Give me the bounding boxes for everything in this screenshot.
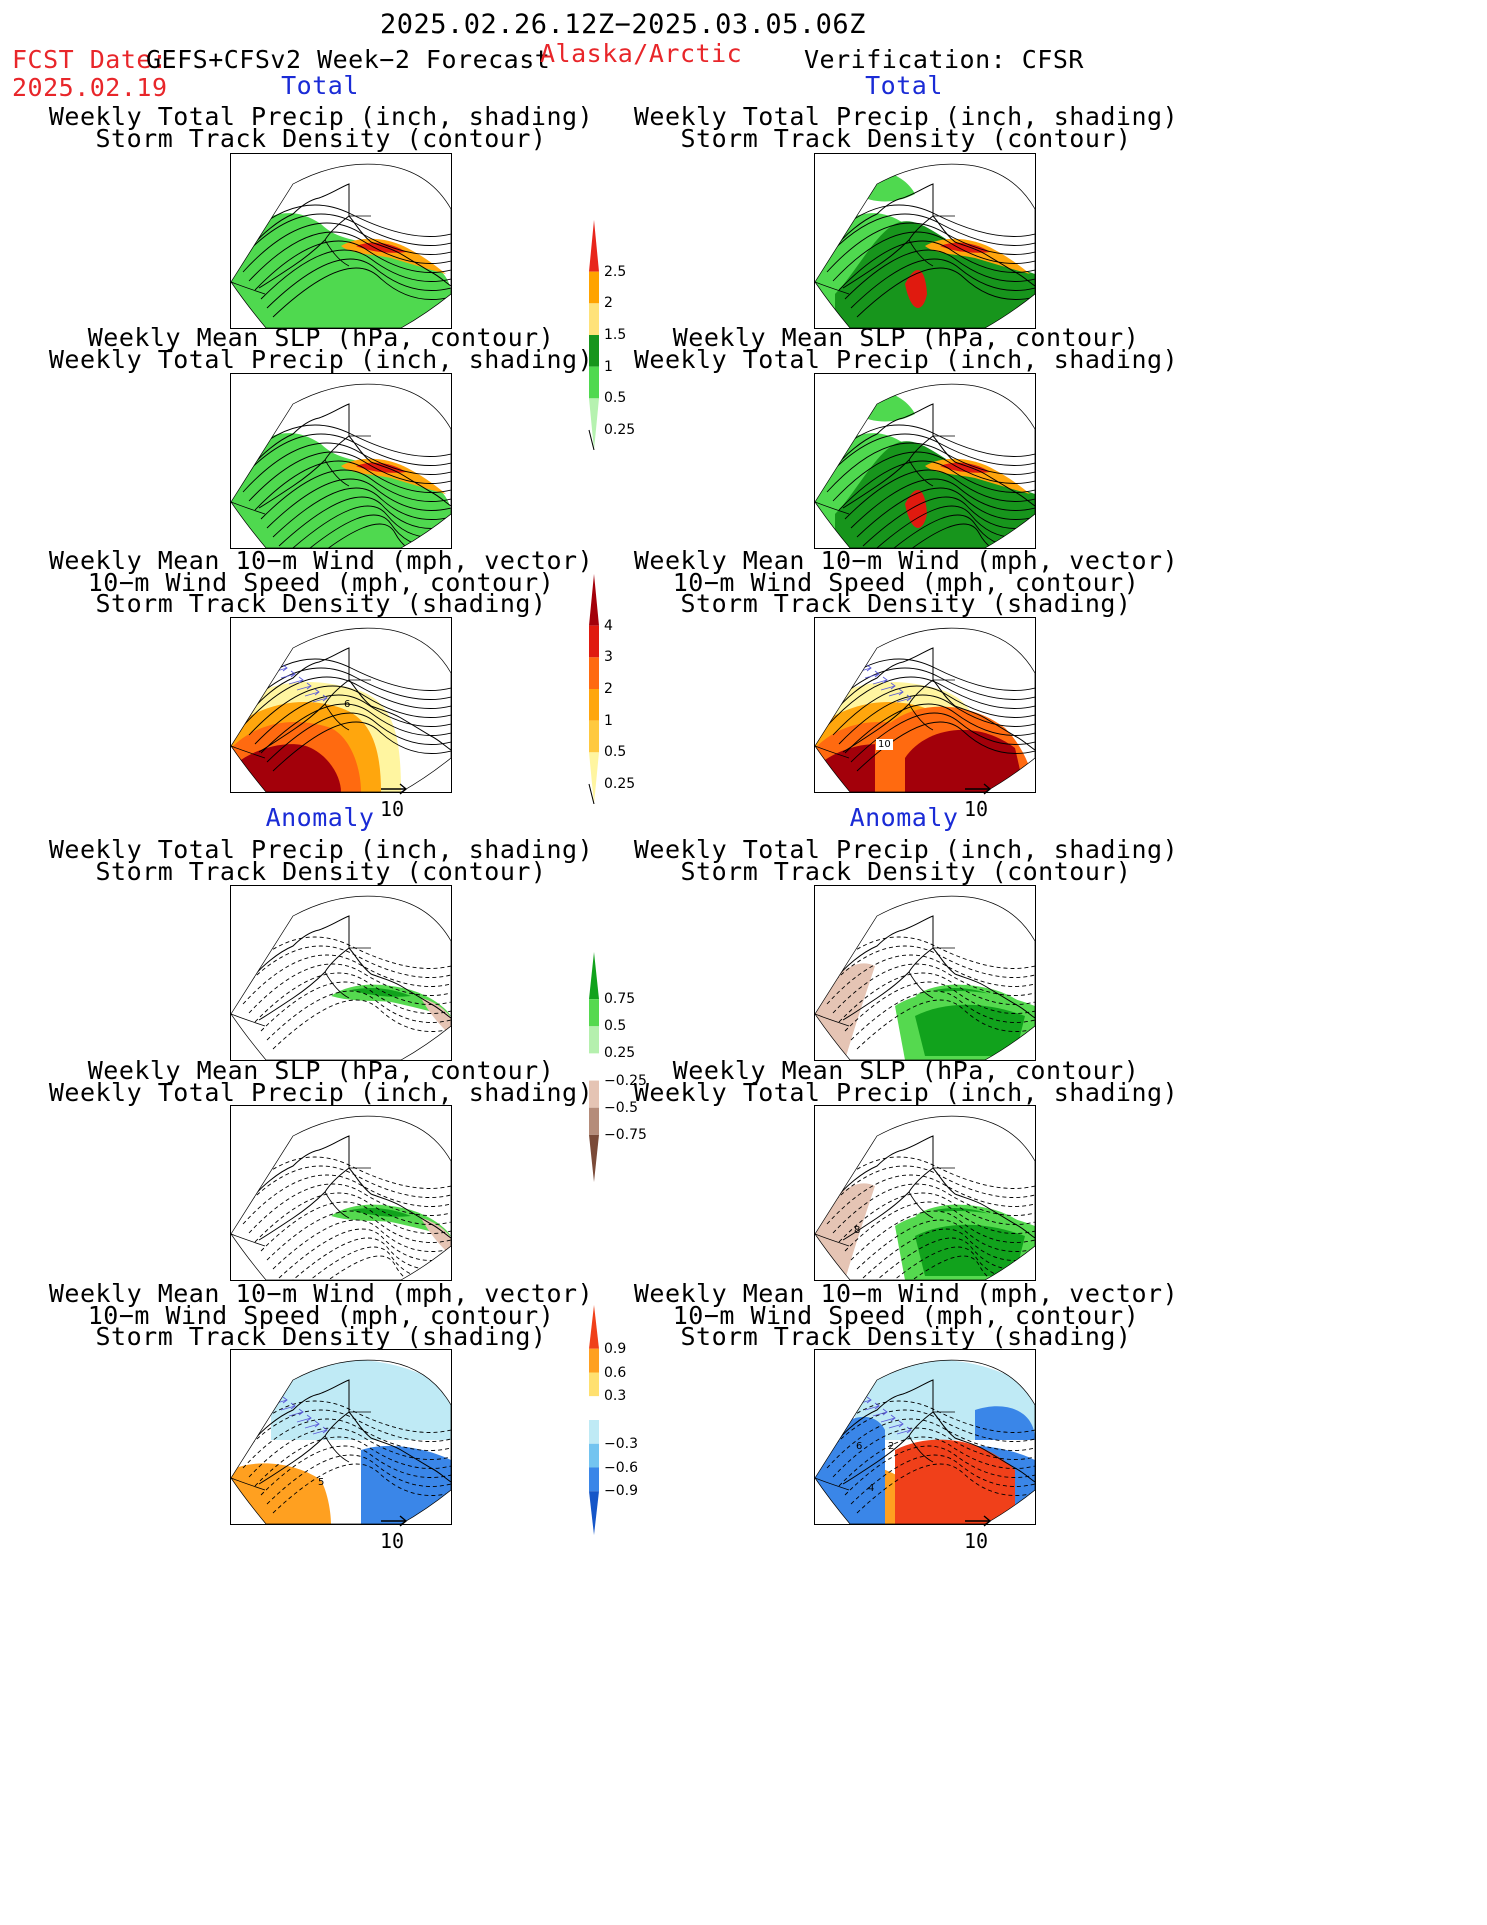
colorbar-label: 0.5	[604, 744, 627, 761]
panel-title-right-4-1: Weekly Total Precip (inch, shading)	[633, 1077, 1179, 1107]
panel-title-left-4-0: Weekly Mean SLP (hPa, contour)	[87, 1056, 555, 1085]
colorbar-label: 1	[604, 712, 613, 729]
panel-title-left-2-1: 10−m Wind Speed (mph, contour)	[87, 567, 555, 597]
fcst-date: 2025.02.19	[12, 73, 168, 102]
map-panel-slp-precip-anomaly-forecast	[230, 1105, 452, 1281]
colorbar-label: −0.3	[604, 1435, 638, 1452]
map-panel-precip-storm-anomaly-forecast	[230, 885, 452, 1061]
vector-reference-label: 10	[964, 1529, 989, 1553]
colorbar-label: 4	[604, 617, 613, 634]
contour-label: 8	[854, 1225, 861, 1236]
section-total-right: Total	[865, 71, 943, 100]
map-panel-wind-storm-anomaly-forecast	[230, 1349, 452, 1525]
panel-title-right-4-0: Weekly Mean SLP (hPa, contour)	[672, 1056, 1140, 1085]
panel-title-left-3-1: Storm Track Density (contour)	[95, 856, 547, 886]
panel-title-left-1-1: Weekly Total Precip (inch, shading)	[48, 344, 594, 374]
colorbar-label: −0.25	[604, 1072, 647, 1089]
vector-reference-arrow: 10	[964, 780, 994, 820]
colorbar-label: 1.5	[604, 327, 627, 343]
product-label: GEFS+CFSv2 Week−2 Forecast	[146, 45, 551, 74]
map-panel-slp-precip-total-verification	[814, 373, 1036, 549]
region-label: Alaska/Arctic	[540, 39, 743, 68]
map-panel-precip-storm-total-verification	[814, 153, 1036, 329]
colorbar-label: 0.25	[604, 1045, 636, 1062]
section-anomaly-right: Anomaly	[849, 803, 959, 832]
colorbar-label: 0.5	[604, 1018, 627, 1035]
panel-title-right-0-1: Storm Track Density (contour)	[680, 123, 1132, 153]
colorbar-label: 2	[604, 295, 613, 312]
colorbar-precip_total	[584, 220, 654, 451]
vector-reference-label: 10	[964, 797, 989, 821]
panel-title-left-0-0: Weekly Total Precip (inch, shading)	[48, 102, 594, 131]
panel-title-left-5-0: Weekly Mean 10−m Wind (mph, vector)	[48, 1279, 594, 1308]
panel-title-left-2-2: Storm Track Density (shading)	[95, 589, 547, 618]
map-panel-precip-storm-total-forecast	[230, 153, 452, 329]
colorbar-precip_anom	[584, 952, 654, 1182]
panel-title-right-5-0: Weekly Mean 10−m Wind (mph, vector)	[633, 1279, 1179, 1308]
colorbar-storm_anom	[584, 1305, 654, 1535]
colorbar-storm_total	[584, 574, 654, 805]
contour-label: 4	[868, 1483, 875, 1494]
colorbar-label: −0.75	[604, 1126, 647, 1143]
colorbar-label: 1	[604, 358, 613, 375]
section-anomaly-left: Anomaly	[265, 803, 375, 832]
contour-label: 10	[876, 739, 893, 750]
map-panel-wind-storm-total-forecast	[230, 617, 452, 793]
colorbar-label: 3	[604, 649, 613, 666]
map-panel-wind-storm-total-verification	[814, 617, 1036, 793]
vector-reference-arrow: 10	[380, 780, 410, 820]
vector-reference-arrow: 10	[380, 1512, 410, 1552]
colorbar-label: −0.5	[604, 1099, 638, 1116]
vector-reference-arrow: 10	[964, 1512, 994, 1552]
panel-title-right-3-1: Storm Track Density (contour)	[680, 856, 1132, 886]
colorbar-label: 0.3	[604, 1388, 627, 1405]
colorbar-label: 0.9	[604, 1340, 627, 1357]
colorbar-label: −0.9	[604, 1483, 638, 1500]
panel-title-right-1-1: Weekly Total Precip (inch, shading)	[633, 344, 1179, 374]
verification-label: Verification: CFSR	[804, 45, 1084, 74]
panel-title-left-0-1: Storm Track Density (contour)	[95, 123, 547, 153]
panel-title-left-4-1: Weekly Total Precip (inch, shading)	[48, 1077, 594, 1107]
period-title: 2025.02.26.12Z−2025.03.05.06Z	[380, 9, 866, 40]
colorbar-label: 0.5	[604, 390, 627, 407]
panel-title-right-2-1: 10−m Wind Speed (mph, contour)	[672, 567, 1140, 597]
colorbar-label: 0.6	[604, 1364, 627, 1381]
section-total-left: Total	[281, 71, 359, 100]
contour-label: 2	[888, 1441, 895, 1452]
panel-title-right-5-2: Storm Track Density (shading)	[680, 1322, 1132, 1351]
colorbar-label: 0.75	[604, 991, 636, 1008]
map-panel-slp-precip-anomaly-verification	[814, 1105, 1036, 1281]
colorbar-label: −0.6	[604, 1459, 638, 1476]
panel-title-right-5-1: 10−m Wind Speed (mph, contour)	[672, 1300, 1140, 1330]
panel-title-left-2-0: Weekly Mean 10−m Wind (mph, vector)	[48, 546, 594, 575]
panel-title-left-5-1: 10−m Wind Speed (mph, contour)	[87, 1300, 555, 1330]
panel-title-right-0-0: Weekly Total Precip (inch, shading)	[633, 102, 1179, 131]
contour-label: 6	[344, 699, 351, 710]
contour-label: 5	[318, 1477, 325, 1488]
map-panel-wind-storm-anomaly-verification	[814, 1349, 1036, 1525]
vector-reference-label: 10	[380, 797, 405, 821]
colorbar-label: 2.5	[604, 263, 627, 280]
panel-title-right-2-2: Storm Track Density (shading)	[680, 589, 1132, 618]
panel-title-right-3-0: Weekly Total Precip (inch, shading)	[633, 835, 1179, 864]
fcst-label: FCST Date:	[12, 45, 168, 74]
colorbar-label: 0.25	[604, 422, 636, 438]
panel-title-right-2-0: Weekly Mean 10−m Wind (mph, vector)	[633, 546, 1179, 575]
panel-title-left-3-0: Weekly Total Precip (inch, shading)	[48, 835, 594, 864]
colorbar-label: 2	[604, 681, 613, 697]
map-panel-slp-precip-total-forecast	[230, 373, 452, 549]
map-panel-precip-storm-anomaly-verification	[814, 885, 1036, 1061]
colorbar-label: 0.25	[604, 776, 636, 792]
vector-reference-label: 10	[380, 1529, 405, 1553]
panel-title-left-5-2: Storm Track Density (shading)	[95, 1322, 547, 1351]
contour-label: 6	[856, 1441, 863, 1452]
